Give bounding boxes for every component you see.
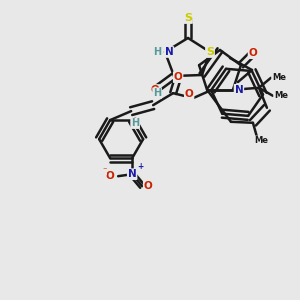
Text: H: H xyxy=(153,88,161,98)
Text: Me: Me xyxy=(254,136,268,145)
Text: S: S xyxy=(184,13,192,23)
Text: O: O xyxy=(185,89,194,99)
Text: Me: Me xyxy=(274,91,288,100)
Text: +: + xyxy=(137,162,143,171)
Text: O: O xyxy=(151,85,159,95)
Text: ⁻: ⁻ xyxy=(102,166,106,175)
Text: O: O xyxy=(144,181,152,191)
Text: O: O xyxy=(106,171,115,181)
Text: O: O xyxy=(174,72,182,82)
Text: H: H xyxy=(153,47,161,57)
Text: S: S xyxy=(206,47,214,57)
Text: H: H xyxy=(131,118,139,128)
Text: N: N xyxy=(235,85,243,95)
Text: O: O xyxy=(248,48,257,58)
Text: N: N xyxy=(165,47,173,57)
Text: Me: Me xyxy=(272,73,286,82)
Text: N: N xyxy=(128,169,136,179)
